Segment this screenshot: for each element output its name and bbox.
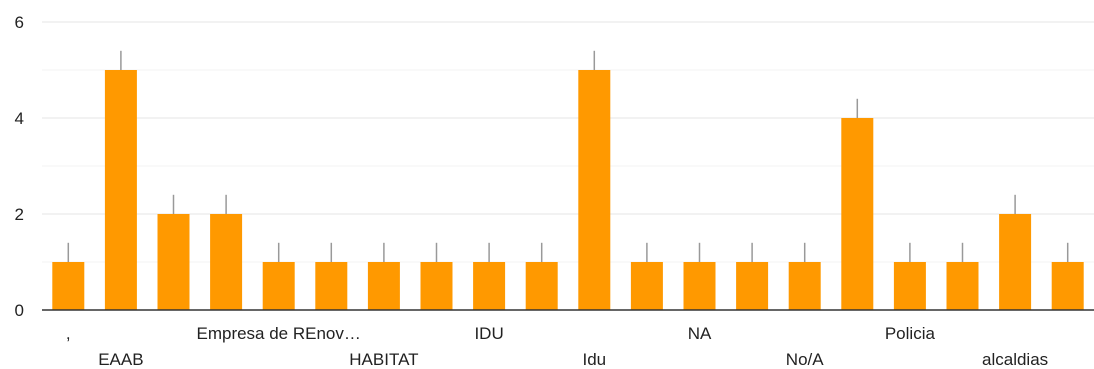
- bar: [525, 262, 558, 310]
- bar: [788, 262, 821, 310]
- x-category-label: Empresa de REnov…: [196, 324, 360, 343]
- bar: [578, 70, 611, 310]
- x-category-label: NA: [688, 324, 712, 343]
- bar: [736, 262, 769, 310]
- bar: [999, 214, 1032, 310]
- bars: [52, 70, 1084, 310]
- x-category-label: HABITAT: [349, 350, 418, 369]
- y-tick-label: 2: [15, 205, 24, 224]
- x-category-label: alcaldias: [982, 350, 1048, 369]
- bar: [315, 262, 348, 310]
- bar: [157, 214, 190, 310]
- bar: [841, 118, 874, 310]
- bar: [630, 262, 663, 310]
- bar: [104, 70, 137, 310]
- bar: [420, 262, 453, 310]
- bar: [262, 262, 295, 310]
- bar: [1051, 262, 1084, 310]
- bar: [367, 262, 400, 310]
- x-category-label: EAAB: [98, 350, 143, 369]
- y-tick-label: 4: [15, 109, 24, 128]
- x-category-label: Idu: [582, 350, 606, 369]
- x-category-label: No/A: [786, 350, 824, 369]
- bar: [473, 262, 506, 310]
- gridlines: [42, 21, 1094, 263]
- bar: [210, 214, 243, 310]
- bar: [893, 262, 926, 310]
- y-axis-tick-labels: 0 2 4 6: [15, 13, 24, 320]
- y-tick-label: 0: [15, 301, 24, 320]
- x-category-label: ,: [66, 324, 71, 343]
- y-tick-label: 6: [15, 13, 24, 32]
- x-category-label: IDU: [474, 324, 503, 343]
- x-category-label: Policia: [885, 324, 936, 343]
- bar: [52, 262, 85, 310]
- bar: [683, 262, 716, 310]
- error-bars: [67, 50, 1069, 262]
- x-axis-category-labels: , EAAB Empresa de REnov… HABITAT IDU Idu NA No/…: [66, 324, 1048, 369]
- bar: [946, 262, 979, 310]
